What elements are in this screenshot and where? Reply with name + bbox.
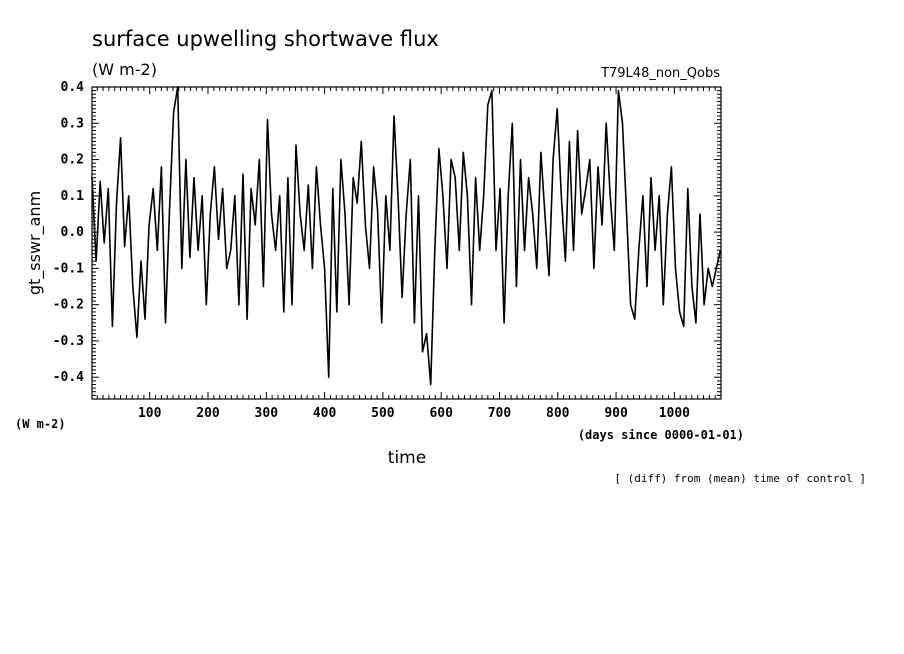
footer-note: [ (diff) from (mean) time of control ] [614,472,866,485]
y-tick-label: 0.2 [61,153,84,168]
y-tick-label: 0.3 [61,116,84,131]
x-axis-units: (days since 0000-01-01) [578,428,744,442]
y-tick-label: -0.1 [53,261,84,276]
series-line [91,86,722,386]
x-axis-label: time [388,448,426,468]
y-axis-label: gt_sswr_anm [25,191,45,295]
x-tick-label: 700 [488,406,512,421]
x-axis: 100 200 300 400 500 600 700 800 900 1000 [96,87,722,421]
x-tick-label: 100 [138,406,162,421]
y-tick-label: 0.4 [61,80,85,95]
y-tick-label: -0.4 [53,370,84,385]
y-tick-label: -0.2 [53,298,84,313]
title-units: (W m-2) [92,60,157,79]
chart-title: surface upwelling shortwave flux [92,27,439,51]
run-label: T79L48_non_Qobs [600,66,720,81]
y-axis: -0.4 -0.3 -0.2 -0.1 0.0 0.1 0.2 0.3 0.4 [53,80,721,396]
y-axis-units: (W m-2) [15,417,66,431]
x-tick-label: 800 [546,406,570,421]
plot-area: -0.4 -0.3 -0.2 -0.1 0.0 0.1 0.2 0.3 0.4 100 200 30… [53,80,722,421]
x-tick-label: 300 [255,406,279,421]
x-tick-label: 1000 [659,406,690,421]
y-tick-label: 0.0 [61,225,85,240]
x-tick-label: 600 [429,406,453,421]
x-tick-label: 900 [604,406,628,421]
plot-frame [91,86,722,400]
y-tick-label: -0.3 [53,334,84,349]
x-tick-label: 500 [371,406,395,421]
x-tick-label: 400 [313,406,337,421]
y-tick-label: 0.1 [61,189,85,204]
x-tick-label: 200 [196,406,220,421]
